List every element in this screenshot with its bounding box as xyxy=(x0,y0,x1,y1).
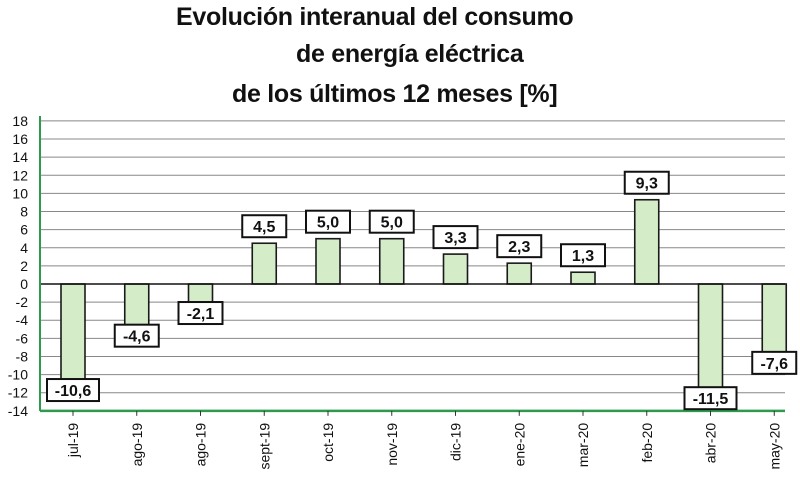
data-label: -4,6 xyxy=(113,323,160,348)
x-tick-label: ago-19 xyxy=(129,423,145,467)
data-label-box xyxy=(368,209,415,234)
bar xyxy=(633,198,660,285)
data-label-box xyxy=(241,214,288,239)
y-tick-label: 12 xyxy=(12,167,28,183)
bars xyxy=(60,198,788,389)
x-tick-label: ago-19 xyxy=(193,423,209,467)
y-tick-label: 18 xyxy=(12,113,28,129)
chart-title: Evolución interanual del consumo de ener… xyxy=(0,0,800,118)
data-label-box xyxy=(46,378,100,403)
data-label-text: 1,3 xyxy=(572,248,594,265)
y-tick-label: 2 xyxy=(20,258,28,274)
data-label-box xyxy=(623,170,670,195)
bar xyxy=(506,262,533,285)
x-tick-label: jul-19 xyxy=(65,423,81,458)
data-label-box xyxy=(305,209,351,234)
data-label-text: 5,0 xyxy=(381,215,403,232)
bar xyxy=(570,271,596,285)
data-label-text: 5,0 xyxy=(317,215,339,232)
data-label-text: -2,1 xyxy=(187,306,215,323)
x-tick-label: oct-19 xyxy=(320,423,336,462)
title-line-1: Evolución interanual del consumo xyxy=(176,3,574,31)
data-label: 5,0 xyxy=(368,209,415,234)
x-tick-label: abr-20 xyxy=(703,423,719,464)
y-tick-label: 14 xyxy=(12,149,28,165)
x-tick-label: nov-19 xyxy=(384,423,400,466)
x-tick-label: sept-19 xyxy=(256,423,272,470)
x-tick-label: ene-20 xyxy=(511,423,527,467)
data-label: -11,5 xyxy=(683,386,738,411)
y-tick-label: -4 xyxy=(16,312,29,328)
y-tick-label: -10 xyxy=(8,367,28,383)
data-label-text: 2,3 xyxy=(508,239,530,256)
data-label: 1,3 xyxy=(560,243,606,268)
data-label-text: -11,5 xyxy=(693,391,729,408)
data-label-box xyxy=(177,301,224,326)
bar xyxy=(761,283,788,354)
bar xyxy=(697,283,724,389)
y-tick-label: 4 xyxy=(20,240,28,256)
bar xyxy=(187,283,214,304)
data-label: 4,5 xyxy=(241,214,288,239)
x-tick-label: feb-20 xyxy=(639,423,655,463)
data-label-text: -7,6 xyxy=(760,356,788,373)
bar xyxy=(442,253,469,285)
y-tick-label: 0 xyxy=(20,276,28,292)
data-label-text: 4,5 xyxy=(253,219,275,236)
data-label-box xyxy=(683,386,738,411)
data-label-text: -10,6 xyxy=(55,383,92,400)
y-tick-label: 6 xyxy=(20,222,28,238)
x-tick-label: may-20 xyxy=(766,423,782,470)
y-tick-label: -8 xyxy=(16,348,29,364)
data-label: 5,0 xyxy=(305,209,351,234)
y-tick-label: 16 xyxy=(12,131,28,147)
data-label-text: 9,3 xyxy=(636,176,658,193)
data-label: -2,1 xyxy=(177,301,224,326)
data-label: 9,3 xyxy=(623,170,670,195)
data-label: -7,6 xyxy=(751,350,798,375)
data-label-box xyxy=(560,243,606,268)
x-tick-label: mar-20 xyxy=(575,423,591,468)
bar xyxy=(315,237,341,285)
y-tick-label: -14 xyxy=(8,403,28,419)
axes xyxy=(39,116,785,416)
title-line-2: de energía eléctrica xyxy=(296,40,524,68)
data-label-text: -4,6 xyxy=(123,329,151,346)
data-label: 2,3 xyxy=(496,234,543,259)
data-label-box xyxy=(113,323,160,348)
x-tick-label: dic-19 xyxy=(448,423,464,461)
data-label: -10,6 xyxy=(46,378,100,403)
y-tick-labels: 18 16 14 12 10 8 6 4 2 0 -2 -4 -6 -8 -10 -12 -14 xyxy=(8,113,28,419)
grid-lines xyxy=(40,120,785,394)
data-label-box xyxy=(496,234,543,259)
y-tick-label: -2 xyxy=(16,294,29,310)
data-label-box xyxy=(751,350,798,375)
bar xyxy=(251,242,278,285)
data-label-box xyxy=(432,225,479,250)
data-label-text: 3,3 xyxy=(444,230,466,247)
data-labels: -10,6 -4,6 -2,1 4,5 5,0 5,0 3,3 2,3 1,3 9,3 -11,5 -… xyxy=(46,170,798,411)
y-tick-label: 10 xyxy=(12,185,28,201)
y-tick-label: -12 xyxy=(8,385,28,401)
bar xyxy=(123,283,150,327)
bar xyxy=(378,237,405,285)
y-tick-label: -6 xyxy=(16,330,29,346)
data-label: 3,3 xyxy=(432,225,479,250)
x-tick-labels: jul-19 ago-19 ago-19 sept-19 oct-19 nov-19 dic… xyxy=(65,423,782,470)
y-tick-label: 8 xyxy=(20,204,28,220)
bar xyxy=(60,283,86,381)
title-line-3: de los últimos 12 meses [%] xyxy=(232,80,558,108)
